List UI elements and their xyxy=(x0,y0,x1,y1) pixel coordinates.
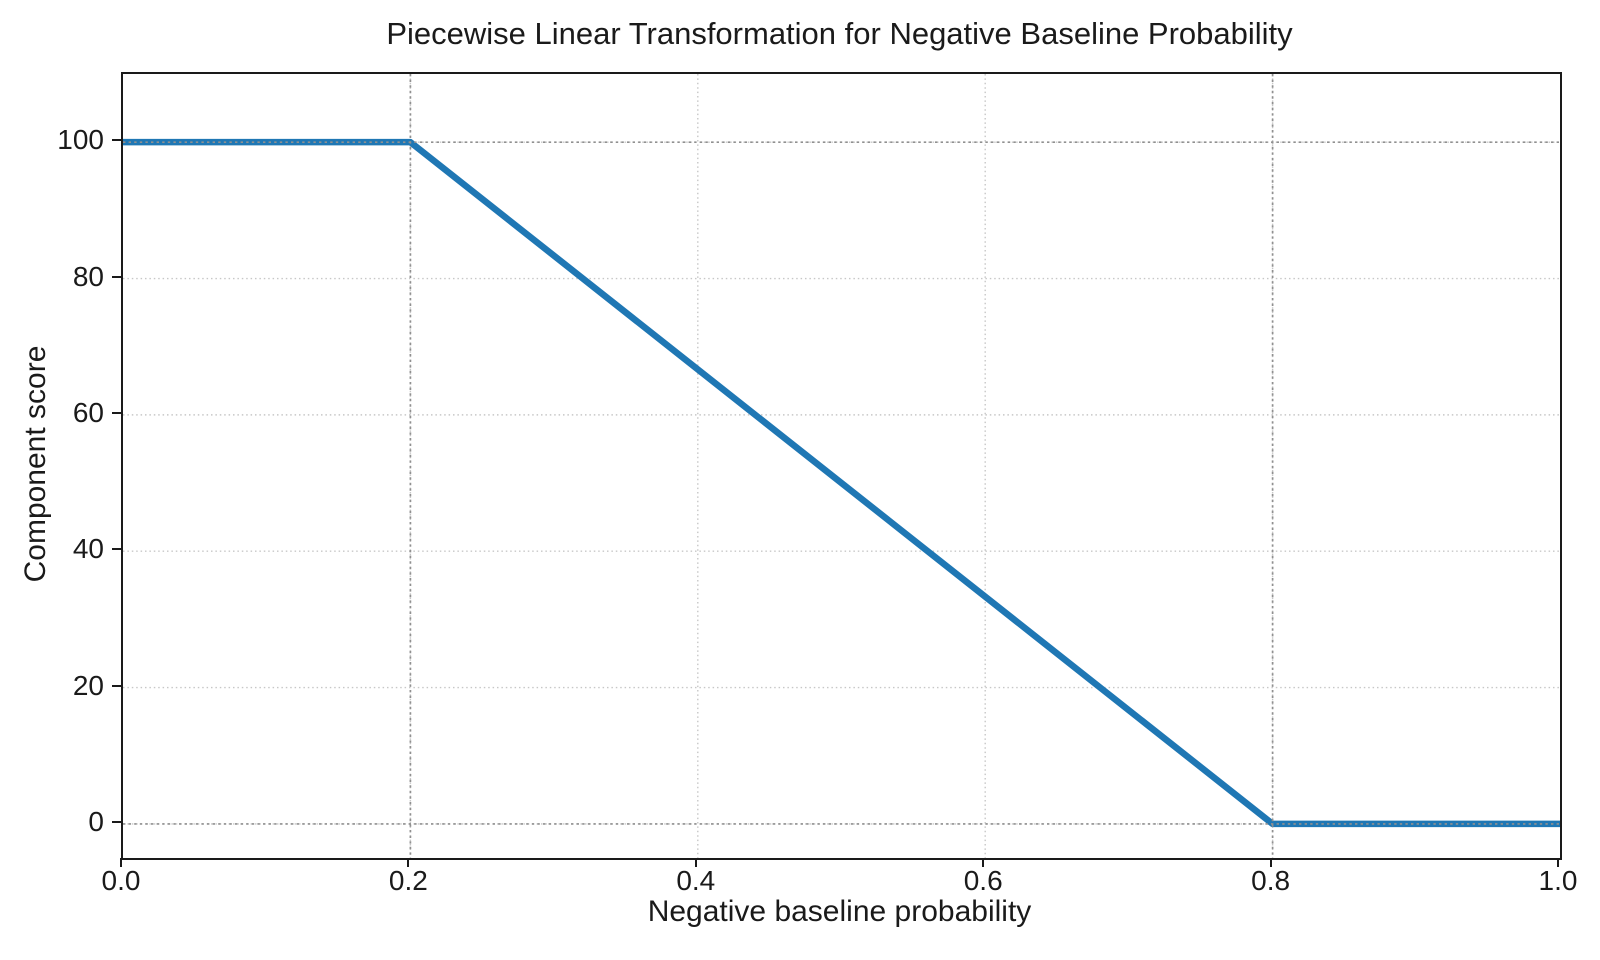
x-tick-mark-0.6 xyxy=(982,858,985,867)
x-tick-label-0.2: 0.2 xyxy=(388,865,428,896)
x-tick-label-0.0: 0.0 xyxy=(101,865,141,896)
y-tick-label-0: 0 xyxy=(88,805,104,837)
x-tick-mark-0.8 xyxy=(1269,858,1272,867)
y-tick-mark-20 xyxy=(112,684,121,687)
plot-canvas xyxy=(123,74,1560,858)
y-tick-mark-0 xyxy=(112,820,121,823)
y-tick-label-80: 80 xyxy=(72,260,104,292)
y-tick-mark-80 xyxy=(112,275,121,278)
y-tick-label-20: 20 xyxy=(72,669,104,701)
x-tick-label-1.0: 1.0 xyxy=(1538,865,1578,896)
x-tick-mark-0.2 xyxy=(407,858,410,867)
x-tick-mark-0.0 xyxy=(120,858,122,867)
y-tick-label-40: 40 xyxy=(72,533,104,565)
x-axis-label: Negative baseline probability xyxy=(647,895,1032,928)
y-tick-mark-60 xyxy=(112,411,121,414)
x-tick-label-0.4: 0.4 xyxy=(676,865,716,896)
x-tick-mark-0.4 xyxy=(694,858,697,867)
y-tick-label-60: 60 xyxy=(72,396,104,428)
x-tick-label-0.8: 0.8 xyxy=(1251,865,1291,896)
chart-title: Piecewise Linear Transformation for Nega… xyxy=(386,16,1293,51)
y-tick-mark-100 xyxy=(112,139,121,142)
y-tick-mark-40 xyxy=(112,548,121,551)
data-line-piecewise-linear-score xyxy=(123,138,1560,828)
y-tick-label-100: 100 xyxy=(57,124,104,156)
x-tick-mark-1.0 xyxy=(1557,858,1559,867)
x-tick-label-0.6: 0.6 xyxy=(963,865,1003,896)
plot-area xyxy=(121,72,1562,860)
